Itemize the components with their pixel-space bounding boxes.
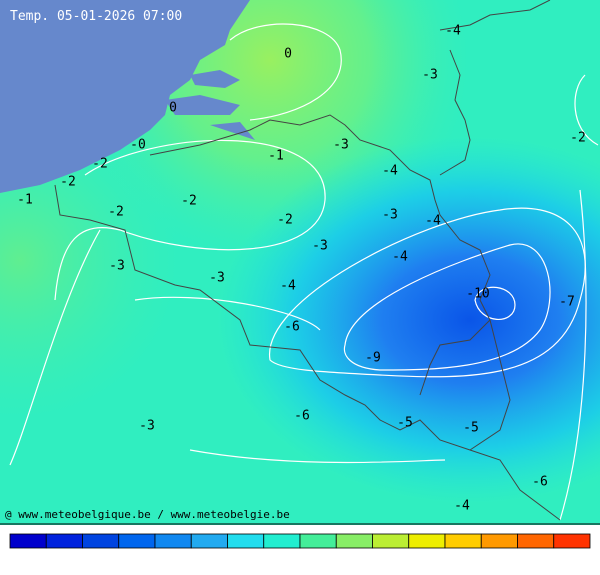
scale-segment	[82, 533, 120, 549]
isotherms	[9, 23, 599, 521]
contour-label: -6	[284, 320, 300, 335]
isotherm	[134, 296, 446, 464]
contour-label: -4	[280, 279, 296, 294]
contour-label: -10	[466, 287, 489, 302]
contour-label: -5	[463, 421, 479, 436]
contour-label: -3	[312, 239, 328, 254]
isotherm	[269, 207, 586, 378]
contour-label: -0	[130, 138, 146, 153]
isotherm	[343, 243, 551, 371]
scale-segment	[227, 533, 265, 549]
scale-segment	[408, 533, 446, 549]
scale-segment	[335, 533, 373, 549]
contour-label: -3	[139, 419, 155, 434]
contour-label: -2	[277, 213, 293, 228]
isotherm	[54, 139, 326, 301]
contour-label: -4	[392, 250, 408, 265]
scale-segment	[9, 533, 47, 549]
scale-segment	[190, 533, 228, 549]
contour-label: -2	[570, 131, 586, 146]
scale-segment	[553, 533, 591, 549]
isotherm	[474, 286, 516, 320]
contour-label: -4	[445, 24, 461, 39]
contour-label: -2	[108, 205, 124, 220]
contour-label: -4	[454, 499, 470, 514]
contour-label: -3	[109, 259, 125, 274]
scale-segment	[444, 533, 482, 549]
scale-segment	[517, 533, 555, 549]
scale-segment	[154, 533, 192, 549]
contour-label: -4	[425, 214, 441, 229]
contour-label: -3	[422, 68, 438, 83]
contour-label: -1	[268, 149, 284, 164]
isotherm	[574, 74, 599, 146]
scale-segment	[118, 533, 156, 549]
border	[54, 184, 561, 521]
borders	[54, 0, 561, 521]
contour-label: -7	[559, 295, 575, 310]
map-title: Temp. 05-01-2026 07:00	[10, 9, 182, 24]
credit: @ www.meteobelgique.be / www.meteobelgie…	[5, 508, 290, 521]
contour-label: -2	[60, 175, 76, 190]
contour-label: -3	[209, 271, 225, 286]
contour-label: -1	[17, 193, 33, 208]
scale-segment	[45, 533, 83, 549]
contour-label: -3	[333, 138, 349, 153]
contour-label: -4	[382, 164, 398, 179]
contour-label: -2	[92, 157, 108, 172]
scale-segment	[372, 533, 410, 549]
scale-segment	[480, 533, 518, 549]
contour-label: -9	[365, 351, 381, 366]
scale-segment	[263, 533, 301, 549]
contour-label: -5	[397, 416, 413, 431]
border	[469, 319, 511, 451]
contour-label: -6	[294, 409, 310, 424]
contour-label: -3	[382, 208, 398, 223]
contour-label: -2	[181, 194, 197, 209]
isotherm	[9, 189, 587, 521]
scale-segment	[299, 533, 337, 549]
isotherm	[229, 23, 342, 121]
contour-label: 0	[284, 47, 292, 62]
contour-label: 0	[169, 101, 177, 116]
sea	[0, 0, 250, 193]
color-scale	[9, 533, 591, 549]
border	[439, 0, 551, 176]
contour-label: -6	[532, 475, 548, 490]
estuary	[165, 70, 255, 140]
border	[149, 114, 491, 396]
